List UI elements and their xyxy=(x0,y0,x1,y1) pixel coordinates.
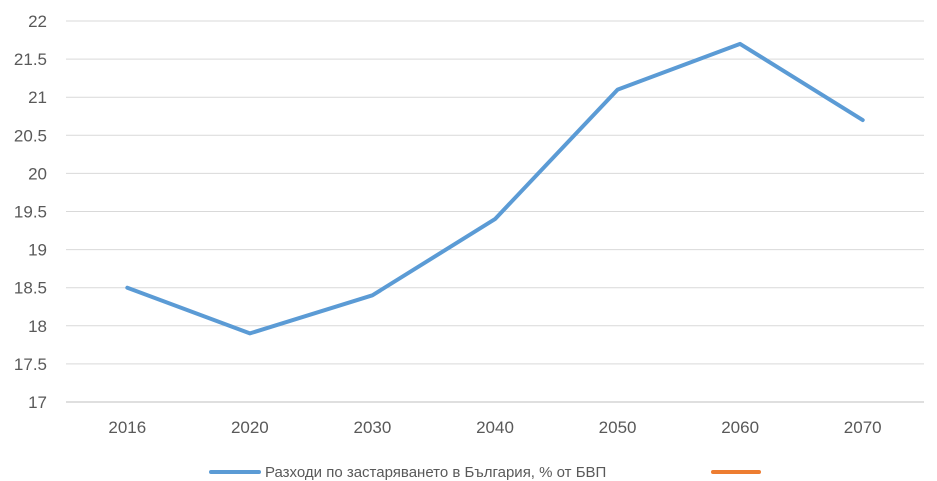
y-tick-label: 18 xyxy=(28,317,47,336)
x-tick-label: 2030 xyxy=(354,418,392,437)
series-line-0 xyxy=(125,41,865,336)
x-axis-ticks: 2016 2020 2030 2040 2050 2060 2070 xyxy=(108,418,881,437)
x-tick-label: 2020 xyxy=(231,418,269,437)
gridlines xyxy=(66,20,924,403)
x-tick-label: 2060 xyxy=(721,418,759,437)
y-tick-label: 17 xyxy=(28,393,47,412)
data-point xyxy=(125,286,129,290)
y-tick-label: 19 xyxy=(28,241,47,260)
y-tick-label: 20 xyxy=(28,164,47,183)
y-tick-label: 18.5 xyxy=(14,279,47,298)
y-tick-label: 19.5 xyxy=(14,203,47,222)
y-axis-ticks: 17 17.5 18 18.5 19 19.5 20 20.5 21 21.5 22 xyxy=(14,12,47,412)
x-tick-label: 2070 xyxy=(844,418,882,437)
y-tick-label: 22 xyxy=(28,12,47,31)
x-tick-label: 2040 xyxy=(476,418,514,437)
legend[interactable]: Разходи по застаряването в България, % о… xyxy=(209,464,761,481)
data-point xyxy=(370,293,374,297)
legend-label-series-0: Разходи по застаряването в България, % о… xyxy=(265,464,606,481)
x-tick-label: 2016 xyxy=(108,418,146,437)
y-tick-label: 21 xyxy=(28,88,47,107)
x-tick-label: 2050 xyxy=(599,418,637,437)
data-point xyxy=(861,118,865,122)
data-point xyxy=(616,88,620,92)
data-point xyxy=(493,217,497,221)
data-point xyxy=(738,42,742,46)
y-tick-label: 17.5 xyxy=(14,355,47,374)
y-tick-label: 21.5 xyxy=(14,50,47,69)
y-tick-label: 20.5 xyxy=(14,126,47,145)
series-layer xyxy=(125,41,865,336)
data-point xyxy=(248,331,252,335)
